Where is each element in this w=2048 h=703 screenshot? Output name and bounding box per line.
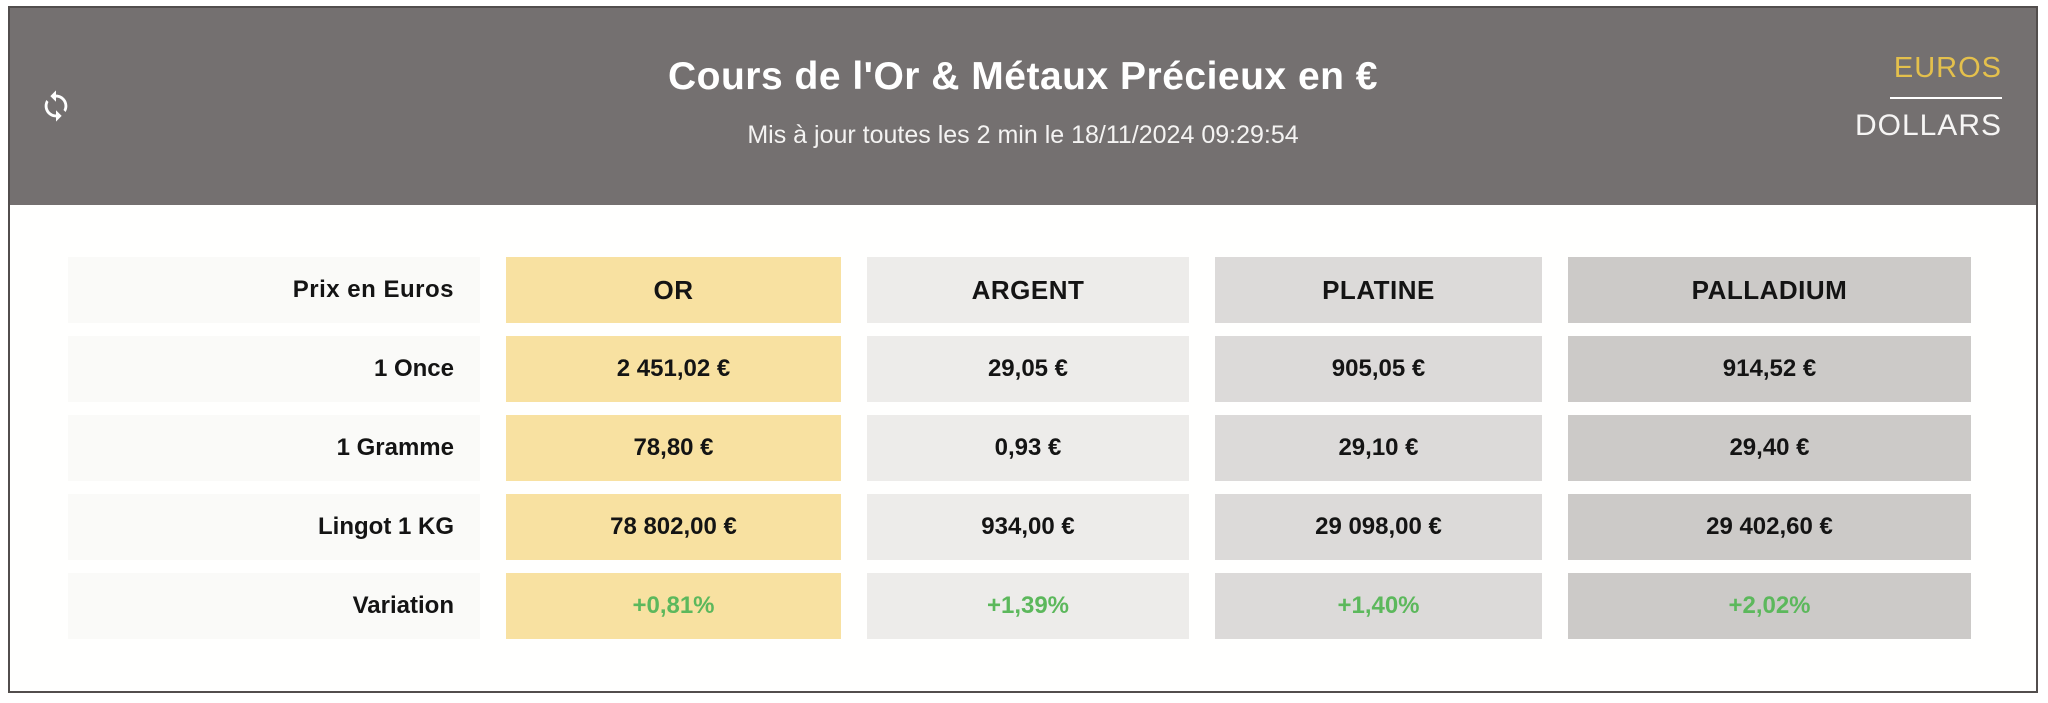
price-cell-argent-1-once: 29,05 € <box>867 336 1189 402</box>
column-header-argent: ARGENT <box>867 257 1189 323</box>
price-cell-argent-lingot: 934,00 € <box>867 494 1189 560</box>
row-label-1-gramme: 1 Gramme <box>68 415 480 481</box>
price-cell-argent-1-gramme: 0,93 € <box>867 415 1189 481</box>
price-cell-palladium-1-once: 914,52 € <box>1568 336 1971 402</box>
price-cell-or-1-once: 2 451,02 € <box>506 336 841 402</box>
row-label-variation: Variation <box>68 573 480 639</box>
currency-toggle-divider <box>1890 97 2002 99</box>
row-label-1-once: 1 Once <box>68 336 480 402</box>
metal-prices-widget: Cours de l'Or & Métaux Précieux en € Mis… <box>8 6 2038 693</box>
price-cell-palladium-lingot: 29 402,60 € <box>1568 494 1971 560</box>
widget-header: Cours de l'Or & Métaux Précieux en € Mis… <box>10 8 2036 205</box>
variation-cell-palladium: +2,02% <box>1568 573 1971 639</box>
variation-cell-platine: +1,40% <box>1215 573 1542 639</box>
column-header-platine: PLATINE <box>1215 257 1542 323</box>
prices-table: Prix en Euros OR ARGENT PLATINE PALLADIU… <box>68 257 1973 639</box>
row-label-lingot-1kg: Lingot 1 KG <box>68 494 480 560</box>
price-cell-platine-1-once: 905,05 € <box>1215 336 1542 402</box>
currency-toggle: EUROS DOLLARS <box>1855 52 2002 143</box>
page-title: Cours de l'Or & Métaux Précieux en € <box>667 55 1378 98</box>
column-header-palladium: PALLADIUM <box>1568 257 1971 323</box>
last-updated-status: Mis à jour toutes les 2 min le 18/11/202… <box>747 121 1299 149</box>
price-cell-palladium-1-gramme: 29,40 € <box>1568 415 1971 481</box>
price-cell-platine-lingot: 29 098,00 € <box>1215 494 1542 560</box>
price-cell-or-1-gramme: 78,80 € <box>506 415 841 481</box>
price-cell-platine-1-gramme: 29,10 € <box>1215 415 1542 481</box>
refresh-sync-icon <box>39 89 73 128</box>
price-cell-or-lingot: 78 802,00 € <box>506 494 841 560</box>
column-header-or: OR <box>506 257 841 323</box>
refresh-button[interactable] <box>38 89 74 128</box>
variation-cell-argent: +1,39% <box>867 573 1189 639</box>
corner-header-prix-en-euros: Prix en Euros <box>68 257 480 323</box>
currency-option-dollars[interactable]: DOLLARS <box>1854 109 2002 142</box>
variation-cell-or: +0,81% <box>506 573 841 639</box>
currency-option-euros[interactable]: EUROS <box>1893 52 2002 84</box>
